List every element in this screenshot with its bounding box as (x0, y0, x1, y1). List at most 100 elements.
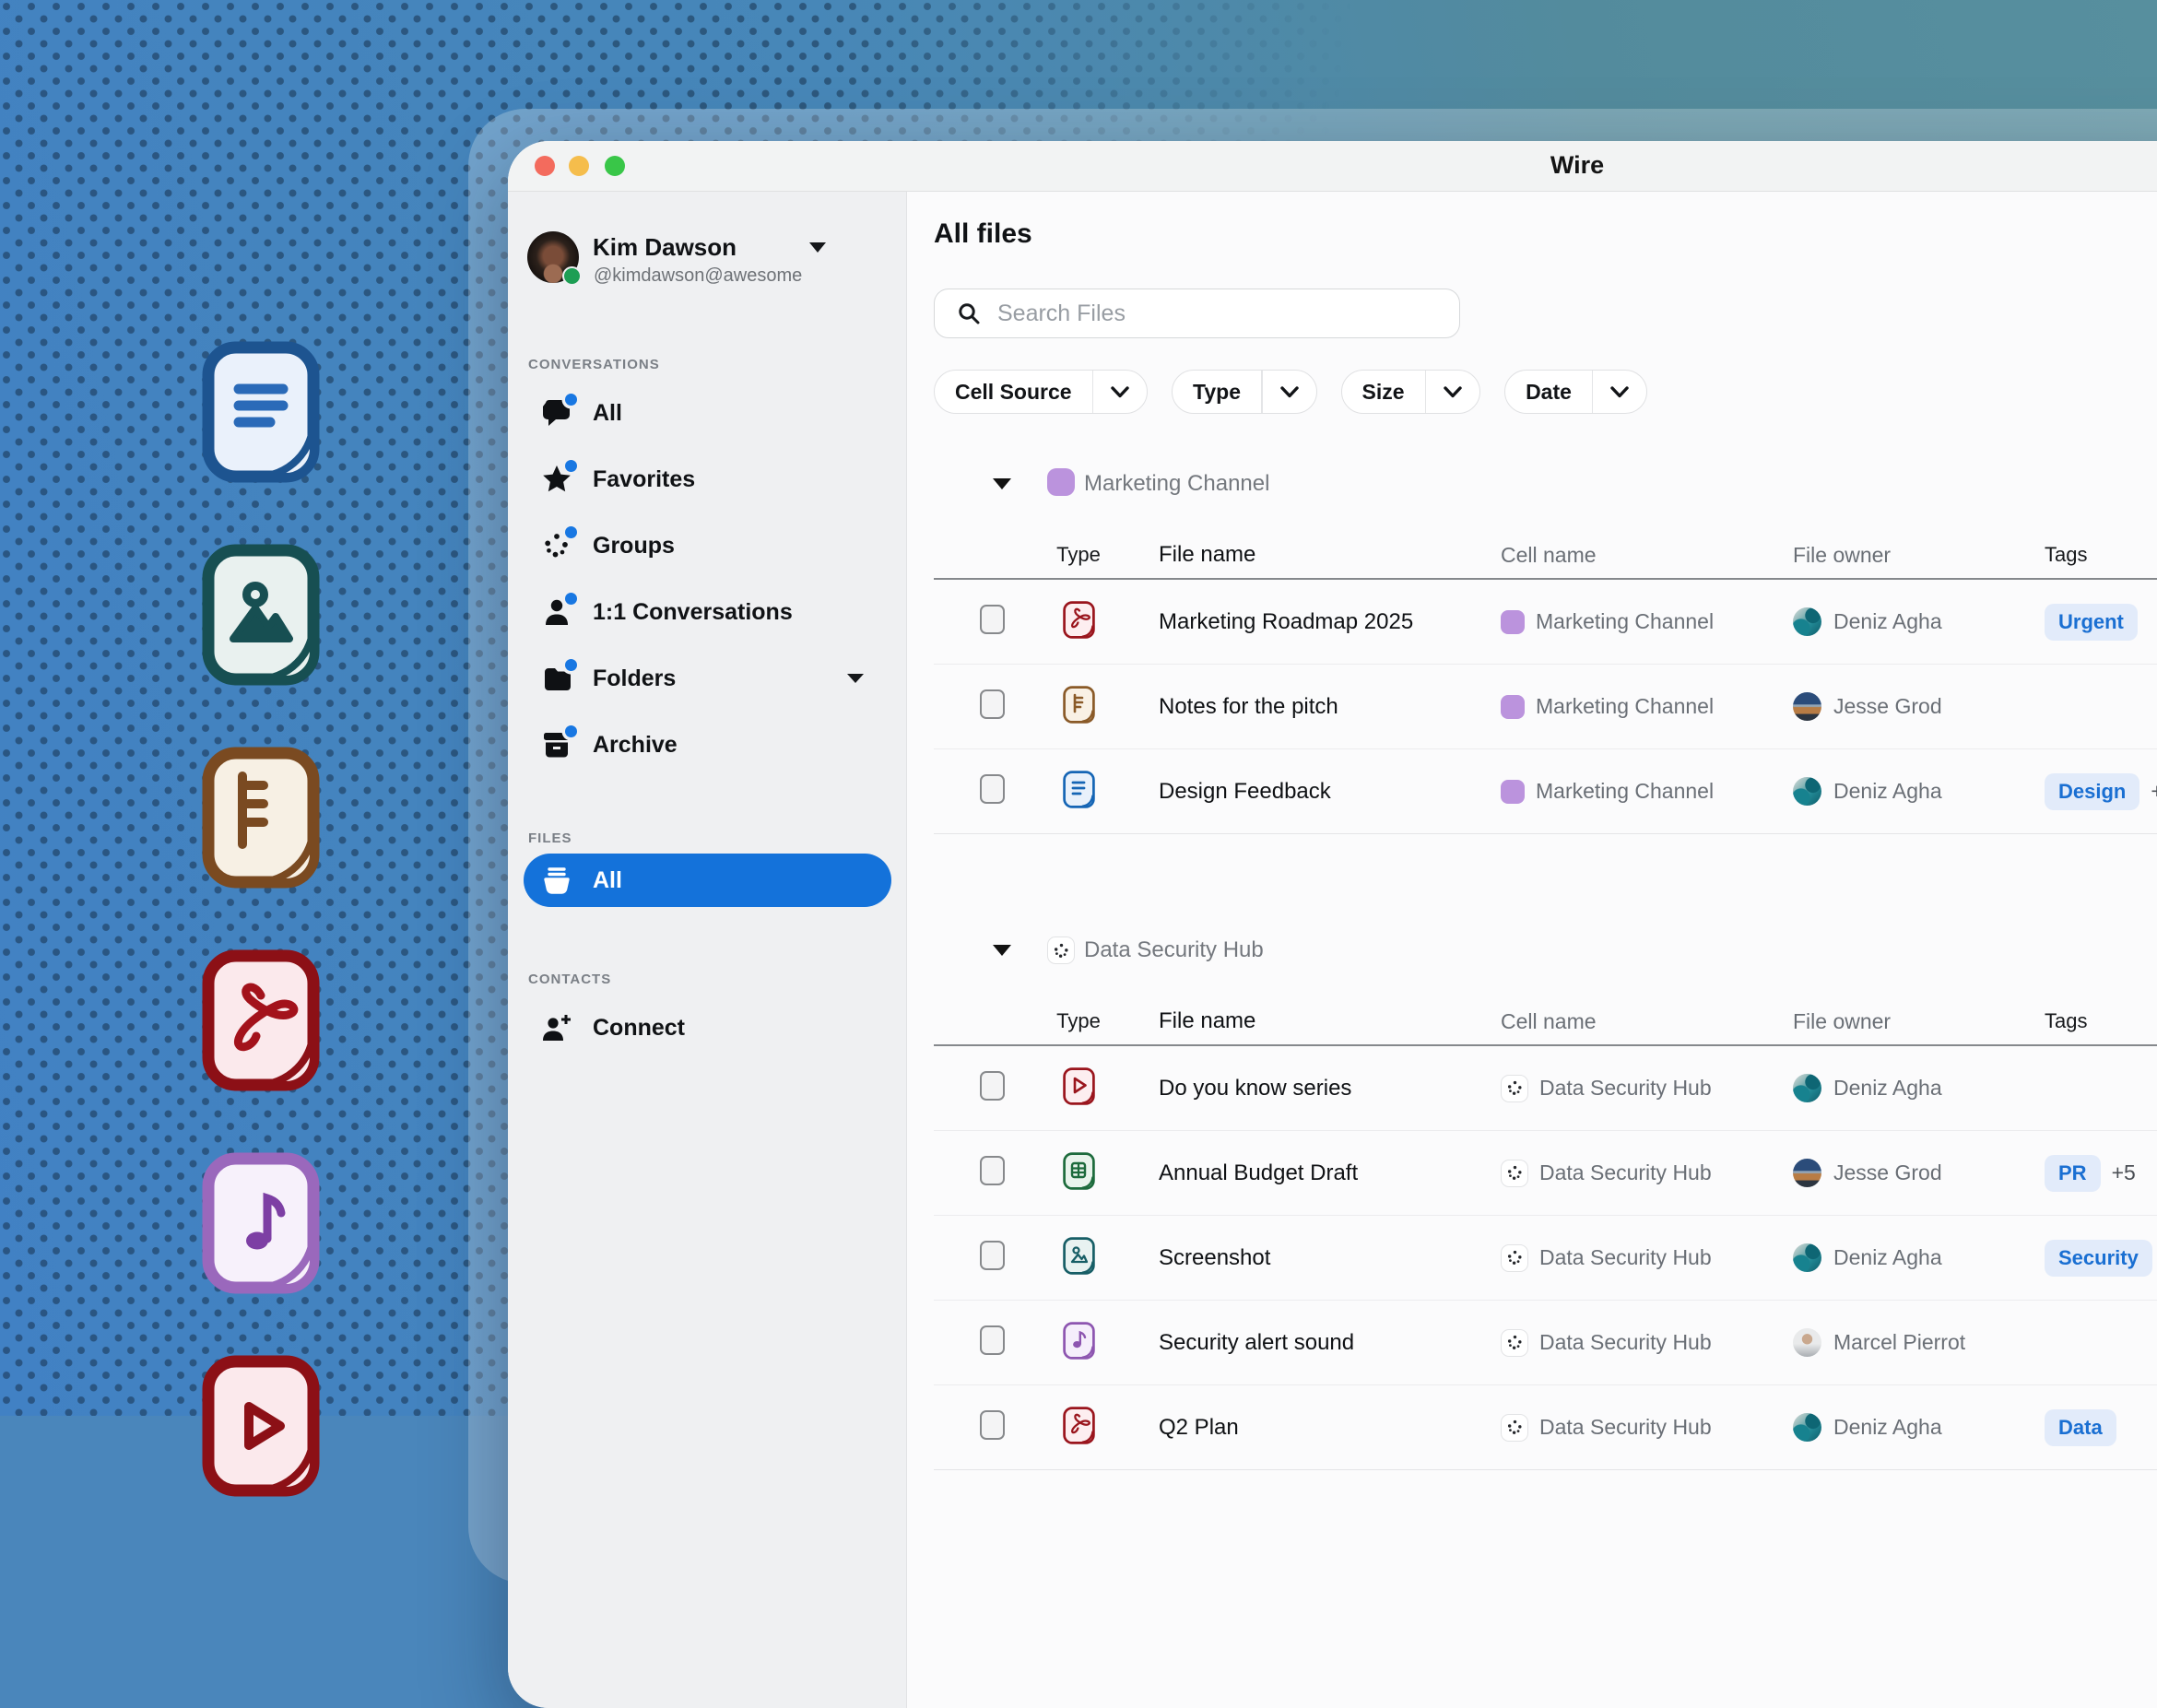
table-row[interactable]: Do you know series Data Security Hub Den… (934, 1046, 2157, 1131)
column-header: Cell name (1501, 1008, 1597, 1033)
collapse-triangle-icon[interactable] (993, 478, 1011, 489)
search-box[interactable] (934, 289, 1460, 338)
online-status-dot (564, 268, 580, 284)
file-name: Q2 Plan (1159, 1414, 1239, 1440)
table-row[interactable]: Q2 Plan Data Security Hub Deniz Agha Dat… (934, 1385, 2157, 1470)
cell-icon (1501, 694, 1525, 719)
section-icon (1047, 936, 1075, 964)
user-profile[interactable]: Kim Dawson @kimdawson@awesome (527, 231, 906, 287)
unread-dot (565, 659, 577, 671)
file-name: Security alert sound (1159, 1329, 1355, 1355)
unread-dot (565, 394, 577, 406)
groups-icon (541, 526, 577, 561)
chevron-down-icon[interactable] (1263, 385, 1316, 398)
column-header: Tags (2045, 543, 2088, 566)
sidebar-item-all[interactable]: All (524, 854, 891, 907)
close-button[interactable] (535, 156, 555, 176)
row-checkbox[interactable] (980, 1156, 1005, 1185)
chevron-down-icon[interactable] (847, 674, 864, 683)
file-name: Design Feedback (1159, 778, 1331, 804)
column-header: Type (1056, 1009, 1101, 1032)
section-name: Marketing Channel (1084, 471, 1270, 496)
owner-avatar (1793, 777, 1821, 806)
chevron-down-icon[interactable] (1426, 385, 1479, 398)
row-checkbox[interactable] (980, 774, 1005, 804)
column-header: File owner (1793, 542, 1892, 567)
filter-button-cell-source[interactable]: Cell Source (934, 370, 1149, 414)
divider (1424, 371, 1427, 413)
owner-avatar (1793, 692, 1821, 721)
sidebar-item-label: Groups (593, 532, 675, 559)
file-name: Screenshot (1159, 1244, 1271, 1270)
cell-icon (1501, 1413, 1528, 1442)
sidebar-item-1-1-conversations[interactable]: 1:1 Conversations (508, 579, 906, 645)
owner-name: Deniz Agha (1833, 1076, 1942, 1100)
sidebar-item-archive[interactable]: Archive (508, 712, 906, 778)
file-name: Marketing Roadmap 2025 (1159, 608, 1414, 634)
zoom-button[interactable] (605, 156, 625, 176)
main-panel: All files Cell Source Type Size (907, 192, 2157, 1708)
search-input[interactable] (996, 299, 1405, 328)
pdf-file-icon (1062, 1406, 1095, 1449)
chevron-down-icon[interactable] (1593, 385, 1646, 398)
owner-name: Jesse Grod (1833, 694, 1942, 718)
tag-badge[interactable]: Urgent (2045, 603, 2138, 641)
sidebar-item-label: Favorites (593, 465, 696, 492)
tag-badge[interactable]: Data (2045, 1408, 2116, 1446)
table-header: Type File name Cell name File owner Tags (934, 532, 2157, 580)
filter-button-type[interactable]: Type (1172, 370, 1317, 414)
section-name: Data Security Hub (1084, 937, 1264, 962)
sidebar-item-favorites[interactable]: Favorites (508, 446, 906, 512)
sidebar-item-all[interactable]: All (508, 380, 906, 446)
divider (1091, 371, 1094, 413)
unread-dot (565, 593, 577, 605)
row-checkbox[interactable] (980, 1325, 1005, 1355)
row-checkbox[interactable] (980, 1410, 1005, 1440)
table-row[interactable]: Notes for the pitch Marketing Channel Je… (934, 665, 2157, 749)
audio-file-icon (1062, 1321, 1095, 1364)
minimize-button[interactable] (569, 156, 589, 176)
owner-avatar (1793, 1328, 1821, 1357)
collapse-triangle-icon[interactable] (993, 945, 1011, 956)
sidebar-item-label: Archive (593, 731, 678, 758)
filter-button-size[interactable]: Size (1340, 370, 1481, 414)
sidebar-item-label: 1:1 Conversations (593, 598, 793, 625)
owner-name: Deniz Agha (1833, 1245, 1942, 1269)
chevron-down-icon[interactable] (1093, 385, 1147, 398)
row-checkbox[interactable] (980, 689, 1005, 719)
tag-badge[interactable]: Design (2045, 772, 2140, 810)
user-name: Kim Dawson (593, 233, 737, 261)
cell-name: Marketing Channel (1536, 779, 1715, 803)
sidebar: Kim Dawson @kimdawson@awesome CONVERSATI… (508, 192, 907, 1708)
search-icon (959, 303, 980, 324)
cell-name: Data Security Hub (1539, 1330, 1712, 1354)
pdf-icon (202, 949, 320, 1091)
chevron-down-icon[interactable] (809, 242, 826, 253)
sidebar-item-groups[interactable]: Groups (508, 512, 906, 579)
sidebar-item-connect[interactable]: Connect (508, 995, 906, 1061)
filter-button-date[interactable]: Date (1504, 370, 1648, 414)
table-row[interactable]: Design Feedback Marketing Channel Deniz … (934, 749, 2157, 834)
column-header: File name (1159, 542, 1256, 567)
column-header: Cell name (1501, 542, 1597, 567)
table-row[interactable]: Screenshot Data Security Hub Deniz Agha … (934, 1216, 2157, 1301)
unread-dot (565, 526, 577, 538)
owner-avatar (1793, 1159, 1821, 1187)
tag-badge[interactable]: PR (2045, 1154, 2101, 1192)
filter-label: Type (1193, 379, 1242, 404)
cell-name: Data Security Hub (1539, 1245, 1712, 1269)
owner-name: Deniz Agha (1833, 609, 1942, 633)
row-checkbox[interactable] (980, 1071, 1005, 1101)
row-checkbox[interactable] (980, 605, 1005, 634)
tag-badge[interactable]: Security (2045, 1239, 2152, 1277)
column-header: Type (1056, 543, 1101, 566)
person-add-icon (541, 1012, 572, 1043)
table-row[interactable]: Annual Budget Draft Data Security Hub Je… (934, 1131, 2157, 1216)
row-checkbox[interactable] (980, 1241, 1005, 1270)
owner-name: Jesse Grod (1833, 1160, 1942, 1184)
window-title: Wire (1550, 151, 1605, 179)
table-row[interactable]: Marketing Roadmap 2025 Marketing Channel… (934, 580, 2157, 665)
filter-label: Size (1361, 379, 1405, 404)
table-row[interactable]: Security alert sound Data Security Hub M… (934, 1301, 2157, 1385)
sidebar-item-folders[interactable]: Folders (508, 645, 906, 712)
